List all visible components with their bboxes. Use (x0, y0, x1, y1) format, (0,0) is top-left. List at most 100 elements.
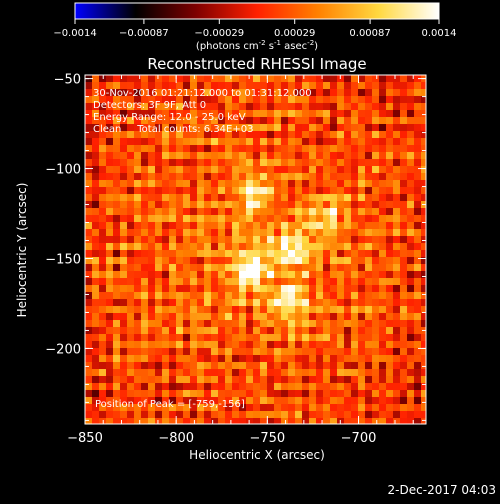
heatmap-cell (267, 180, 274, 187)
heatmap-cell (386, 110, 393, 117)
heatmap-cell (239, 411, 246, 418)
heatmap-cell (344, 271, 351, 278)
heatmap-cell (351, 306, 358, 313)
heatmap-cell (106, 103, 113, 110)
heatmap-cell (197, 89, 204, 96)
heatmap-cell (351, 180, 358, 187)
heatmap-cell (225, 110, 232, 117)
heatmap-cell (337, 397, 344, 404)
heatmap-cell (337, 159, 344, 166)
heatmap-cell (386, 194, 393, 201)
heatmap-cell (302, 348, 309, 355)
heatmap-cell (260, 299, 267, 306)
heatmap-cell (85, 131, 92, 138)
heatmap-cell (421, 390, 426, 397)
heatmap-cell (225, 369, 232, 376)
heatmap-cell (155, 131, 162, 138)
heatmap-cell (148, 418, 155, 424)
heatmap-cell (204, 229, 211, 236)
heatmap-cell (330, 138, 337, 145)
heatmap-cell (253, 159, 260, 166)
heatmap-cell (281, 327, 288, 334)
heatmap-cell (246, 278, 253, 285)
heatmap-cell (169, 418, 176, 424)
heatmap-cell (393, 173, 400, 180)
heatmap-cell (274, 82, 281, 89)
heatmap-cell (113, 383, 120, 390)
heatmap-cell (414, 152, 421, 159)
heatmap-cell (197, 341, 204, 348)
heatmap-cell (141, 201, 148, 208)
heatmap-cell (302, 243, 309, 250)
heatmap-cell (106, 229, 113, 236)
heatmap-cell (323, 236, 330, 243)
heatmap-cell (183, 320, 190, 327)
heatmap-cell (246, 145, 253, 152)
heatmap-cell (309, 82, 316, 89)
heatmap-cell (169, 194, 176, 201)
heatmap-cell (414, 390, 421, 397)
heatmap-cell (267, 278, 274, 285)
heatmap-cell (414, 222, 421, 229)
heatmap-cell (218, 236, 225, 243)
heatmap-cell (85, 292, 92, 299)
heatmap-cell (232, 355, 239, 362)
heatmap-cell (106, 222, 113, 229)
heatmap-cell (106, 313, 113, 320)
heatmap-cell (344, 397, 351, 404)
heatmap-cell (421, 404, 426, 411)
heatmap-cell (260, 376, 267, 383)
heatmap-cell (323, 362, 330, 369)
heatmap-cell (330, 334, 337, 341)
heatmap-cell (302, 362, 309, 369)
heatmap-cell (302, 187, 309, 194)
heatmap-cell (295, 243, 302, 250)
heatmap-cell (113, 173, 120, 180)
heatmap-cell (295, 327, 302, 334)
y-tick-label: −200 (45, 342, 81, 357)
heatmap-cell (316, 348, 323, 355)
heatmap-cell (176, 341, 183, 348)
heatmap-cell (106, 404, 113, 411)
heatmap-cell (211, 369, 218, 376)
heatmap-cell (99, 271, 106, 278)
heatmap-cell (386, 180, 393, 187)
heatmap-cell (421, 117, 426, 124)
heatmap-cell (120, 411, 127, 418)
heatmap-cell (337, 131, 344, 138)
heatmap-cell (211, 271, 218, 278)
heatmap-cell (155, 285, 162, 292)
heatmap-cell (162, 89, 169, 96)
heatmap-cell (99, 75, 106, 82)
heatmap-cell (204, 306, 211, 313)
heatmap-cell (295, 82, 302, 89)
heatmap-cell (309, 376, 316, 383)
heatmap-cell (323, 131, 330, 138)
heatmap-cell (414, 166, 421, 173)
heatmap-cell (274, 285, 281, 292)
heatmap-cell (162, 103, 169, 110)
heatmap-cell (92, 327, 99, 334)
heatmap-cell (344, 313, 351, 320)
x-axis-title: Heliocentric X (arcsec) (189, 448, 325, 462)
heatmap-cell (365, 89, 372, 96)
heatmap-cell (274, 208, 281, 215)
heatmap-cell (218, 117, 225, 124)
heatmap-cell (337, 383, 344, 390)
heatmap-cell (162, 124, 169, 131)
heatmap-cell (400, 145, 407, 152)
heatmap-cell (386, 411, 393, 418)
heatmap-cell (323, 187, 330, 194)
heatmap-cell (309, 229, 316, 236)
heatmap-cell (295, 411, 302, 418)
heatmap-cell (302, 96, 309, 103)
heatmap-cell (113, 103, 120, 110)
heatmap-cell (337, 299, 344, 306)
annotation-energy-range: Energy Range: 12.0 - 25.0 keV (93, 112, 246, 123)
heatmap-cell (365, 327, 372, 334)
heatmap-cell (169, 173, 176, 180)
heatmap-cell (92, 124, 99, 131)
heatmap-cell (134, 390, 141, 397)
heatmap-cell (407, 376, 414, 383)
heatmap-cell (288, 75, 295, 82)
